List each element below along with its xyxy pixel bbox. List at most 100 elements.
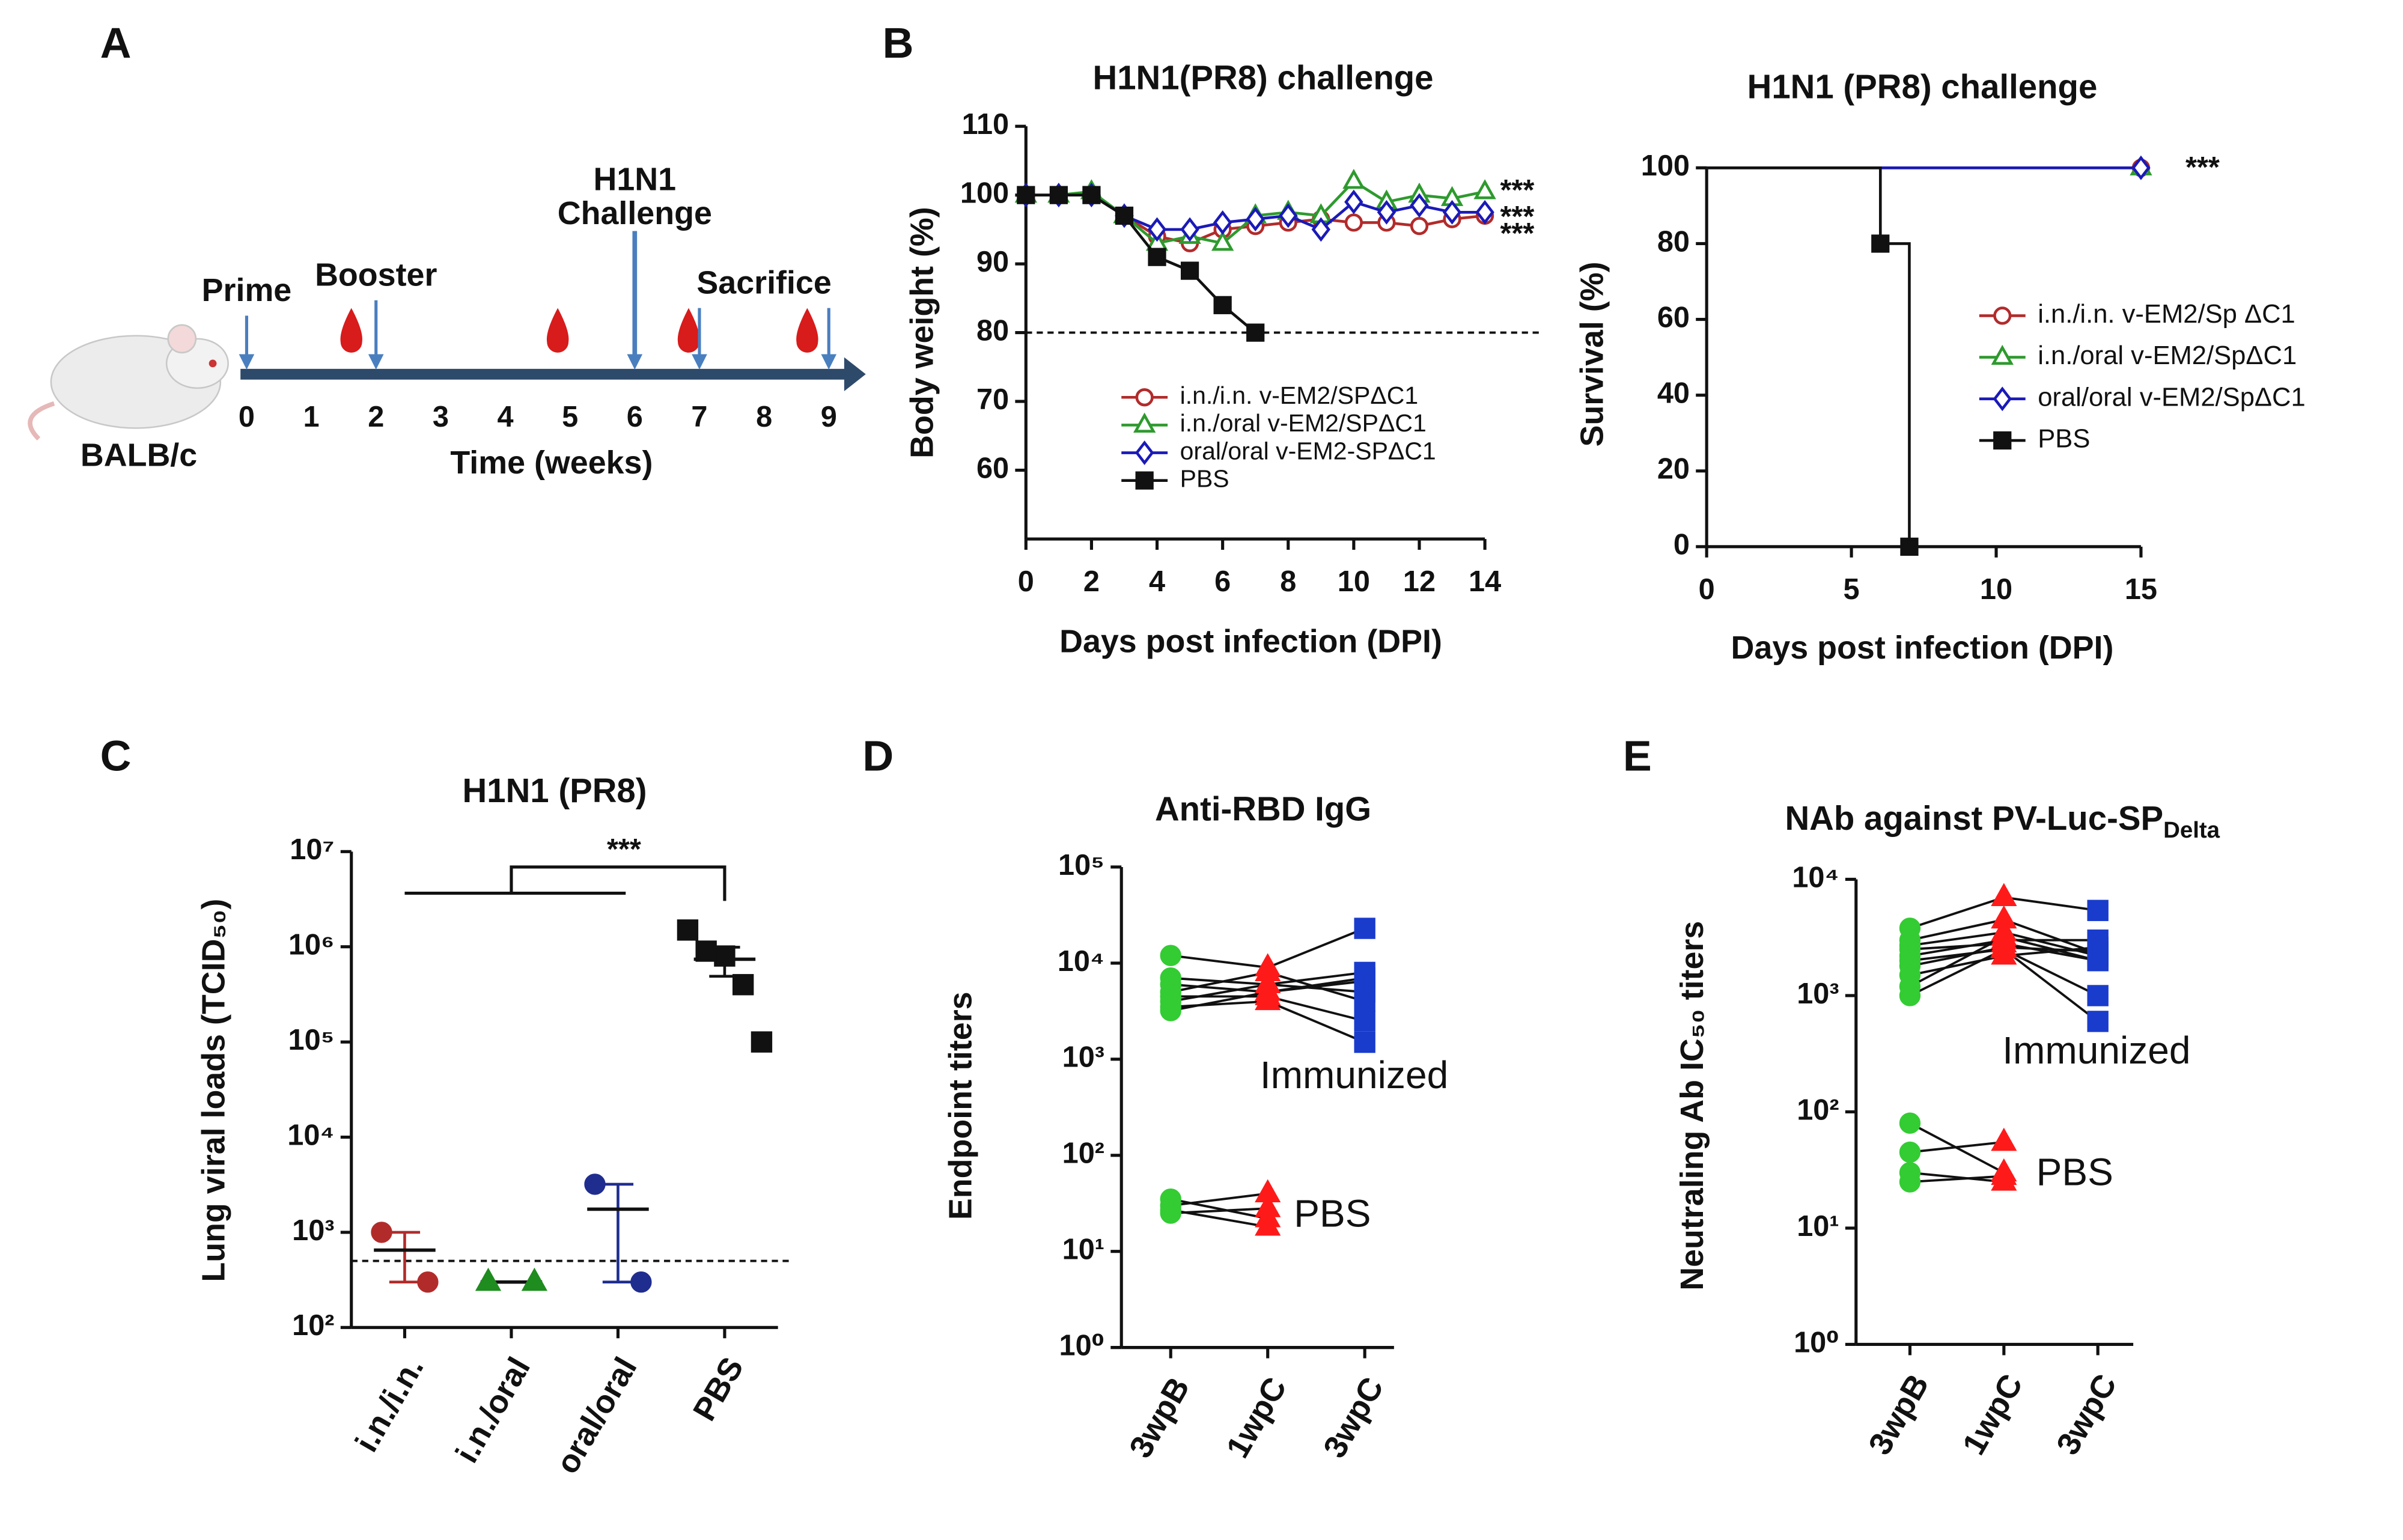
y-tick-label: 100 [1641,150,1690,182]
data-point [1991,883,2017,907]
x-tick-label: 4 [1149,565,1165,598]
event-label: Sacrifice [696,264,831,300]
legend-marker [1135,388,1154,407]
subject-line [1170,1198,1269,1220]
y-tick-label: 60 [976,452,1009,484]
data-point [2087,985,2109,1006]
y-tick-label: 10⁵ [288,1024,334,1056]
x-tick-label: 2 [1083,565,1100,598]
significance: *** [1500,174,1534,207]
y-tick-label: 70 [976,383,1009,416]
week-label: 1 [303,401,320,433]
data-point [1147,217,1167,242]
x-tick-label: 3wpC [1317,1371,1391,1464]
panel-letter: D [862,732,894,781]
title-subscript: Delta [2163,817,2220,843]
y-axis-label: Survival (%) [1574,261,1610,446]
event-label: Prime [202,272,292,308]
significance: *** [607,833,641,866]
y-tick-label: 10⁰ [1059,1329,1104,1362]
data-point [1017,186,1035,204]
title-text: Anti-RBD IgG [1155,790,1371,828]
event-arrowhead [692,354,707,370]
chart-title: NAb against PV-Luc-SPDelta [1785,799,2220,843]
data-point [2087,1011,2109,1032]
y-tick-label: 80 [1657,225,1690,258]
chart-title: H1N1 (PR8) challenge [1747,68,2098,106]
event-label: Booster [315,257,437,293]
title-text: H1N1(PR8) challenge [1092,58,1433,96]
legend-label: i.n./oral v-EM2/SpΔC1 [2038,341,2297,370]
y-tick-label: 10³ [1797,978,1839,1010]
data-point [1311,217,1331,242]
week-label: 9 [821,401,837,433]
x-tick-label: 14 [1469,565,1501,598]
title-text: H1N1 (PR8) challenge [1747,68,2098,106]
x-tick-label: 0 [1699,573,1715,606]
significance: *** [1500,201,1534,233]
x-tick-label: 8 [1280,565,1296,598]
data-point [751,1031,773,1053]
group-label: Immunized [1260,1053,1448,1097]
subject-line [1171,1207,1268,1214]
week-label: 3 [433,401,449,433]
y-tick-label: 90 [976,246,1009,278]
x-tick-label: 1wpC [1219,1371,1294,1464]
data-point [1160,1202,1181,1224]
x-tick-label: 10 [1338,565,1370,598]
y-tick-label: 0 [1674,529,1690,561]
data-point [732,974,754,996]
data-point [1354,967,1375,989]
x-tick-label: 3wpC [2050,1368,2124,1461]
x-tick-label: 12 [1403,565,1436,598]
data-point [1473,179,1496,199]
title-text: NAb against PV-Luc-SP [1785,799,2163,837]
subject-line [1910,1140,2005,1154]
data-point [1899,985,1921,1006]
data-point [1354,918,1375,939]
y-tick-label: 40 [1657,377,1690,410]
data-point [1342,169,1365,189]
data-point [1377,199,1396,225]
data-point [1049,186,1068,204]
data-point [1115,206,1134,225]
data-point [1410,193,1429,218]
y-tick-label: 10⁷ [290,833,334,866]
significance: *** [2185,151,2220,184]
significance-bracket [404,865,726,901]
data-point [1475,199,1494,225]
data-point [1410,217,1429,236]
data-point [1180,217,1199,242]
legend-marker [1993,431,2012,450]
y-tick-label: 80 [976,314,1009,347]
panel-letter: B [883,19,914,67]
data-point [1344,213,1363,232]
time-label: Time (weeks) [450,445,653,481]
data-point [1213,296,1232,314]
x-axis-label: Days post infection (DPI) [1731,630,2114,666]
legend-label: oral/oral v-EM2-SPΔC1 [1180,437,1436,464]
data-point [1354,1031,1375,1053]
legend-label: PBS [1180,464,1229,492]
y-axis-label: Neutraling Ab IC₅₀ titers [1674,921,1710,1291]
y-tick-label: 10⁴ [1058,945,1104,978]
data-point [1900,537,1919,556]
week-label: 4 [497,401,513,433]
legend-label: i.n./i.n. v-EM2/SPΔC1 [1180,382,1419,409]
y-axis-label: Endpoint titers [942,991,978,1220]
data-point [1246,323,1265,342]
chart-title: H1N1(PR8) challenge [1092,58,1433,96]
time-arrowhead [844,357,866,392]
y-tick-label: 10² [1797,1094,1839,1126]
y-tick-label: 10³ [1062,1041,1104,1074]
data-point [1255,1194,1281,1217]
group-label: Immunized [2002,1029,2190,1072]
x-tick-label: 10 [1980,573,2012,606]
data-point [521,1267,548,1291]
legend-marker [1991,344,2014,365]
event-arrowhead [821,354,837,370]
data-point [677,919,699,941]
subject-label: BALB/c [81,437,197,473]
week-label: 8 [756,401,772,433]
